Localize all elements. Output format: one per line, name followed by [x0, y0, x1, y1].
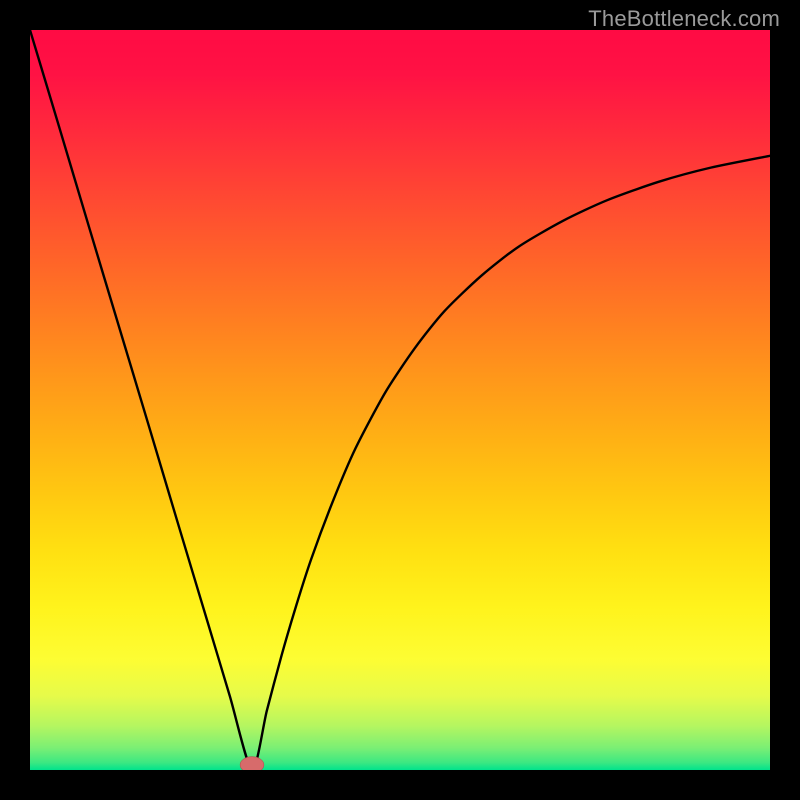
watermark-text: TheBottleneck.com: [588, 6, 780, 32]
chart-svg: [30, 30, 770, 770]
curve-minimum-marker: [240, 757, 264, 770]
plot-area: [30, 30, 770, 770]
chart-frame: TheBottleneck.com: [0, 0, 800, 800]
